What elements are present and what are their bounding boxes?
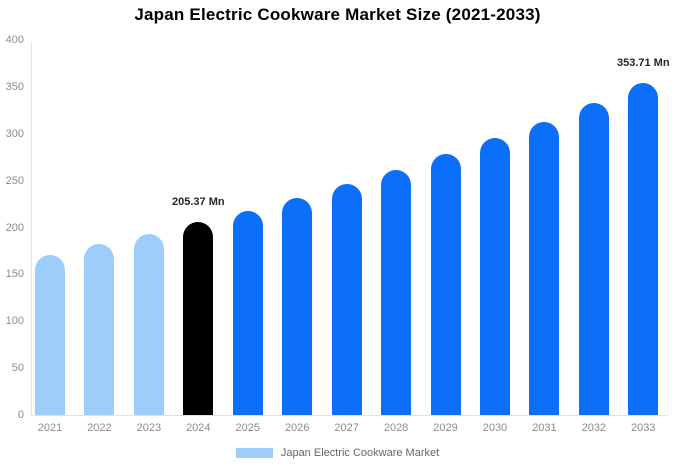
- legend-swatch-icon: [235, 448, 273, 458]
- y-axis-tick-label: 400: [5, 34, 24, 46]
- bar-2030[interactable]: [479, 138, 510, 415]
- y-axis-tick-label: 300: [5, 127, 24, 140]
- x-axis-tick-label: 2027: [334, 422, 359, 434]
- bar-2031[interactable]: [529, 121, 560, 415]
- x-axis-tick-label: 2022: [87, 422, 112, 434]
- bar-2025[interactable]: [232, 210, 263, 415]
- x-axis-tick-label: 2028: [383, 422, 409, 434]
- bar-2029[interactable]: [430, 154, 461, 415]
- chart-title: Japan Electric Cookware Market Size (202…: [134, 5, 541, 24]
- bar-2026[interactable]: [282, 197, 313, 415]
- bar-2032[interactable]: [578, 102, 609, 415]
- bar-value-label: 353.71 Mn: [616, 57, 670, 70]
- x-axis-tick-label: 2029: [433, 422, 458, 434]
- x-axis-tick-label: 2032: [581, 422, 607, 434]
- x-axis-tick-label: 2025: [235, 422, 260, 434]
- x-axis-tick-label: 2030: [482, 422, 508, 434]
- bar-2024[interactable]: [183, 222, 214, 415]
- bar-value-label: 205.37 Mn: [172, 196, 225, 209]
- legend-label: Japan Electric Cookware Market: [280, 447, 440, 459]
- legend[interactable]: Japan Electric Cookware Market: [0, 447, 675, 459]
- y-axis-tick-label: 100: [5, 315, 24, 328]
- bar-2033[interactable]: [628, 83, 659, 415]
- bar-2028[interactable]: [381, 170, 412, 415]
- bar-2022[interactable]: [84, 244, 115, 415]
- bar-2027[interactable]: [331, 184, 362, 415]
- x-axis-tick-label: 2024: [186, 422, 211, 434]
- y-axis-tick-label: 350: [5, 80, 24, 93]
- x-axis-tick-label: 2021: [37, 422, 63, 434]
- x-axis-tick-label: 2026: [284, 422, 310, 434]
- y-axis-tick-label: 0: [17, 409, 24, 421]
- y-axis-tick-label: 250: [5, 174, 24, 187]
- x-axis-tick-label: 2033: [631, 422, 656, 434]
- y-axis-tick-label: 150: [5, 268, 24, 281]
- x-axis-line: [31, 415, 667, 416]
- x-axis-tick-label: 2023: [136, 422, 162, 434]
- bar-2023[interactable]: [133, 234, 164, 415]
- y-axis-tick-label: 200: [5, 221, 24, 234]
- y-axis-line: [31, 42, 32, 415]
- y-axis-tick-label: 50: [11, 362, 24, 375]
- x-axis-tick-label: 2031: [532, 422, 557, 434]
- bar-2021[interactable]: [35, 254, 65, 415]
